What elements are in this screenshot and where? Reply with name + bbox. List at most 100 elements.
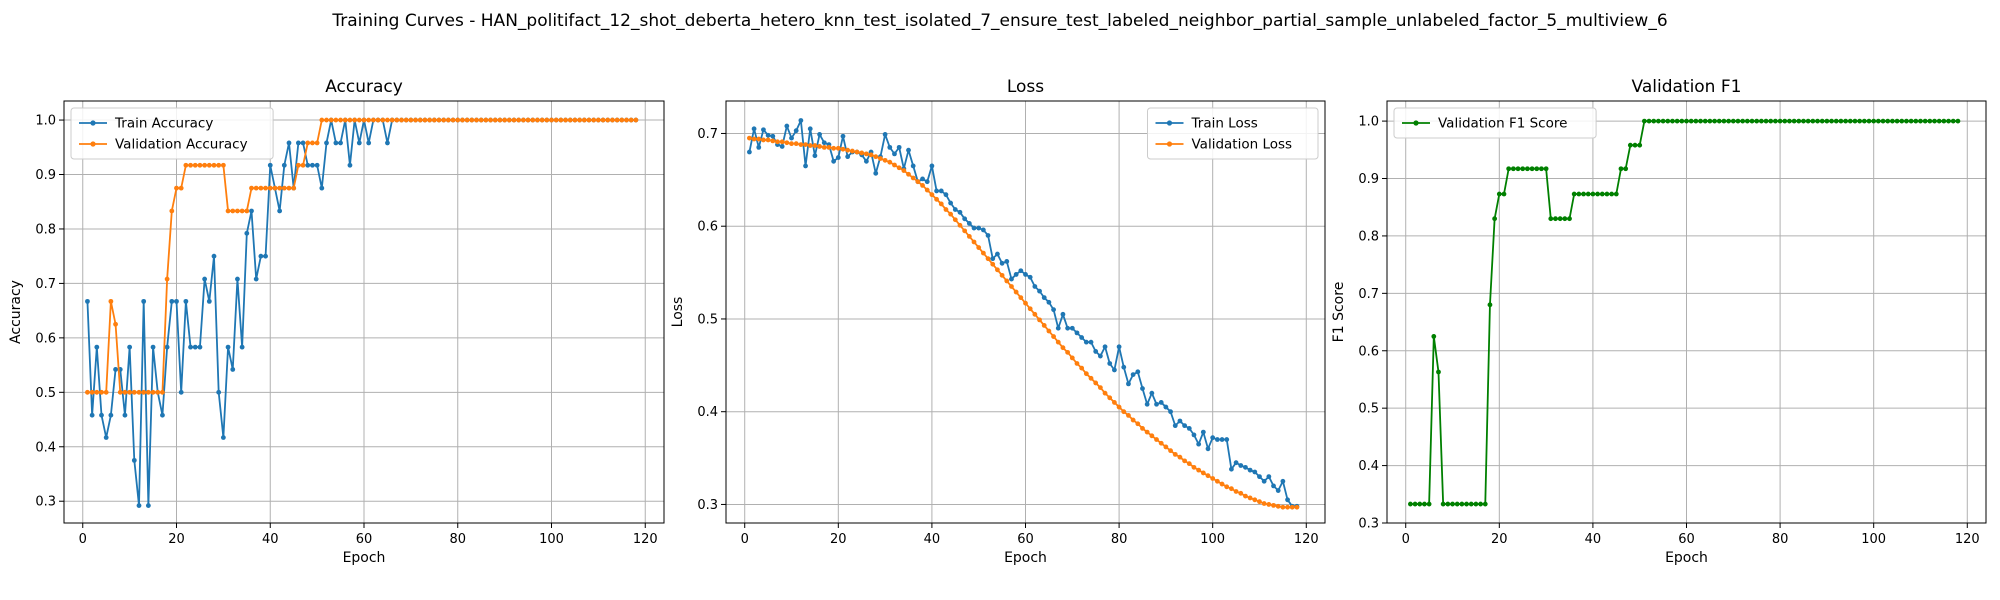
validation-accuracy-point-106 — [577, 117, 583, 123]
train-loss-point-46 — [957, 209, 963, 215]
accuracy-ytick-label-3: 0.6 — [35, 331, 56, 346]
train-loss-point-95 — [1186, 426, 1192, 431]
accuracy-ytick-label-0: 0.3 — [35, 495, 56, 510]
train-loss-point-71 — [1074, 330, 1080, 336]
train-loss-point-83 — [1130, 372, 1136, 377]
validation-loss-point-70 — [1069, 355, 1075, 361]
validation-f1-xtick-label-4: 80 — [1772, 532, 1789, 547]
validation-f1-legend-box — [1393, 107, 1597, 139]
train-loss-point-3 — [756, 144, 762, 150]
validation-f1-score-point-105 — [1894, 118, 1900, 124]
train-loss-point-94 — [1182, 423, 1188, 429]
validation-f1-score-point-75 — [1754, 118, 1760, 124]
validation-accuracy-point-67 — [394, 117, 400, 123]
validation-accuracy-point-49 — [310, 140, 315, 146]
accuracy-legend: Train Accuracy Validation Accuracy — [70, 107, 274, 160]
validation-loss-point-11 — [793, 141, 799, 147]
validation-f1-score-point-49 — [1632, 142, 1638, 148]
accuracy-xlabel: Epoch — [343, 550, 386, 566]
validation-loss-point-112 — [1266, 502, 1272, 507]
train-loss-point-63 — [1037, 288, 1042, 294]
validation-f1-score-point-48 — [1627, 142, 1633, 148]
validation-f1-score-point-104 — [1890, 118, 1895, 124]
validation-loss-point-102 — [1219, 481, 1225, 487]
train-loss-point-102 — [1219, 437, 1225, 442]
validation-accuracy-point-75 — [431, 117, 437, 123]
validation-accuracy-point-32 — [230, 208, 236, 214]
train-loss-point-110 — [1257, 474, 1262, 480]
validation-loss-point-60 — [1023, 300, 1028, 306]
train-loss-point-38 — [920, 176, 925, 182]
train-loss-point-74 — [1088, 339, 1094, 345]
train-loss-point-62 — [1032, 284, 1038, 289]
validation-f1-score-point-53 — [1651, 118, 1657, 124]
train-loss-point-70 — [1069, 325, 1075, 331]
train-loss-point-72 — [1079, 335, 1085, 340]
validation-accuracy-point-57 — [347, 117, 353, 123]
validation-f1-score-point-71 — [1735, 118, 1741, 124]
validation-accuracy-point-13 — [141, 389, 147, 395]
validation-f1-score-point-46 — [1618, 166, 1624, 172]
validation-f1-score-point-24 — [1515, 166, 1521, 172]
train-loss-point-73 — [1083, 339, 1089, 345]
validation-f1-score-point-33 — [1557, 216, 1563, 222]
validation-accuracy-point-17 — [160, 389, 165, 395]
validation-loss-point-22 — [845, 147, 851, 153]
validation-f1-score-point-16 — [1478, 501, 1483, 507]
validation-loss-point-17 — [821, 144, 827, 150]
train-accuracy-point-46 — [295, 140, 301, 146]
validation-accuracy-point-35 — [244, 208, 250, 214]
accuracy-xtick-label-6: 120 — [633, 532, 658, 547]
validation-f1-score-point-74 — [1749, 118, 1755, 124]
validation-accuracy-point-74 — [427, 117, 433, 123]
train-accuracy-point-34 — [239, 344, 245, 350]
validation-f1-title: Validation F1 — [1632, 77, 1742, 97]
validation-f1-score-point-20 — [1496, 191, 1502, 197]
validation-f1-score-point-108 — [1908, 118, 1914, 124]
train-loss-point-55 — [999, 260, 1005, 266]
validation-f1-score-point-60 — [1684, 118, 1689, 124]
validation-f1-score-point-45 — [1613, 191, 1619, 197]
validation-loss-point-103 — [1224, 484, 1230, 490]
train-loss-point-114 — [1275, 488, 1281, 493]
train-accuracy-point-15 — [150, 344, 156, 350]
train-accuracy-point-39 — [263, 253, 268, 259]
validation-loss-point-100 — [1210, 476, 1216, 481]
validation-loss-point-42 — [938, 201, 944, 207]
validation-loss-point-97 — [1196, 467, 1202, 473]
validation-f1-score-point-4 — [1422, 501, 1427, 507]
train-loss-point-35 — [906, 147, 911, 153]
validation-f1-xlabel: Epoch — [1665, 550, 1708, 566]
train-accuracy-point-10 — [127, 344, 133, 350]
accuracy-xtick-label-5: 100 — [539, 532, 564, 547]
validation-f1-score-point-30 — [1543, 166, 1549, 172]
validation-loss-point-12 — [798, 142, 804, 147]
train-loss-legend-label: Train Loss — [1191, 116, 1258, 132]
train-accuracy-point-65 — [385, 140, 390, 146]
validation-accuracy-point-99 — [544, 117, 550, 123]
validation-loss-point-27 — [868, 152, 874, 158]
validation-f1-score-point-114 — [1936, 118, 1942, 124]
train-accuracy-point-32 — [230, 367, 236, 372]
validation-f1-score-point-70 — [1730, 118, 1736, 124]
train-accuracy-point-3 — [94, 344, 100, 350]
validation-loss-point-106 — [1238, 490, 1244, 496]
accuracy-ytick-label-6: 0.9 — [35, 168, 56, 183]
chart-accuracy: 0 20 40 60 80 100 120 0.3 0.4 0.5 0.6 0.7 0.8 0.9 1.0 A… — [8, 77, 665, 566]
validation-accuracy-point-2 — [89, 389, 95, 395]
validation-loss-point-46 — [957, 222, 963, 228]
validation-f1-score-point-19 — [1492, 216, 1498, 222]
train-loss-point-112 — [1266, 474, 1272, 480]
validation-f1-score-point-82 — [1787, 118, 1792, 124]
validation-f1-score-point-107 — [1904, 118, 1909, 124]
validation-loss-point-86 — [1144, 429, 1150, 435]
validation-loss-point-85 — [1140, 426, 1145, 431]
train-loss-point-13 — [803, 163, 808, 169]
train-loss-point-99 — [1205, 446, 1211, 452]
validation-accuracy-point-94 — [520, 117, 526, 123]
validation-loss-point-72 — [1079, 365, 1085, 371]
validation-loss-point-115 — [1280, 504, 1286, 510]
train-accuracy-point-47 — [300, 140, 306, 146]
train-loss-point-78 — [1107, 361, 1113, 366]
validation-loss-point-6 — [770, 138, 776, 144]
